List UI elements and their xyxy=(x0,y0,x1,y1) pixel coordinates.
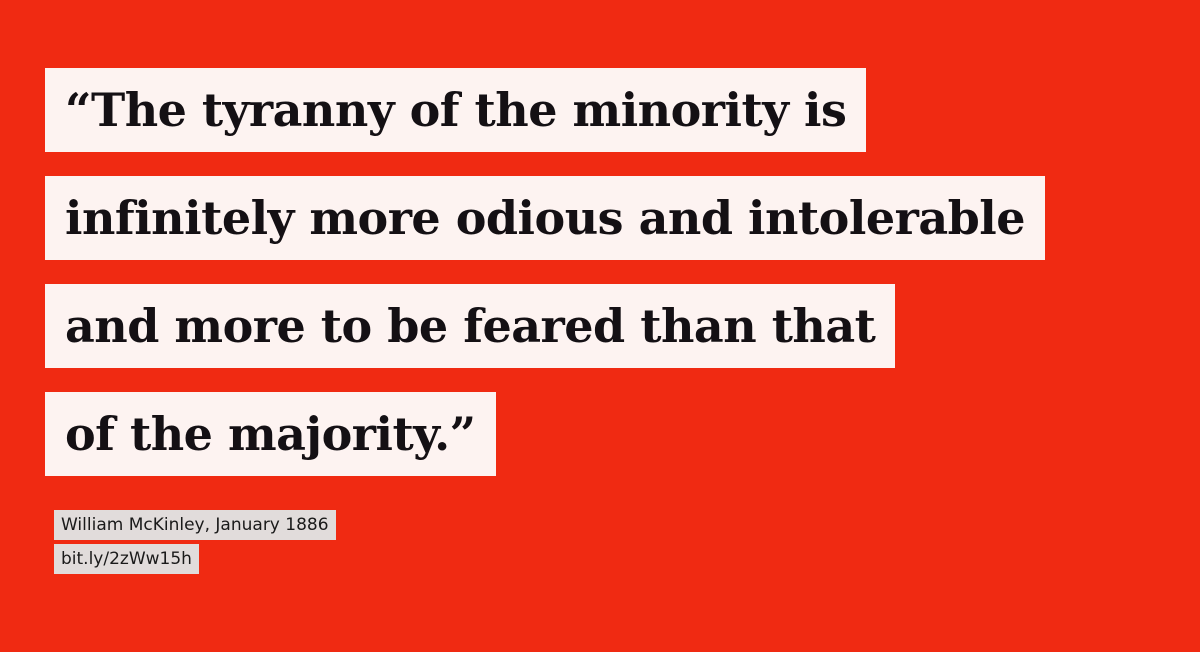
attribution: William McKinley, January 1886 bit.ly/2z… xyxy=(54,510,336,578)
quote-line-2: infinitely more odious and intolerable xyxy=(45,176,1046,260)
quote-line-1: “The tyranny of the minority is xyxy=(45,68,867,152)
source-link[interactable]: bit.ly/2zWw15h xyxy=(54,544,199,574)
quote-text: “The tyranny of the minority is infinite… xyxy=(45,68,1165,500)
quote-line-4: of the majority.” xyxy=(45,392,496,476)
author-citation: William McKinley, January 1886 xyxy=(54,510,336,540)
quote-line-3: and more to be feared than that xyxy=(45,284,896,368)
